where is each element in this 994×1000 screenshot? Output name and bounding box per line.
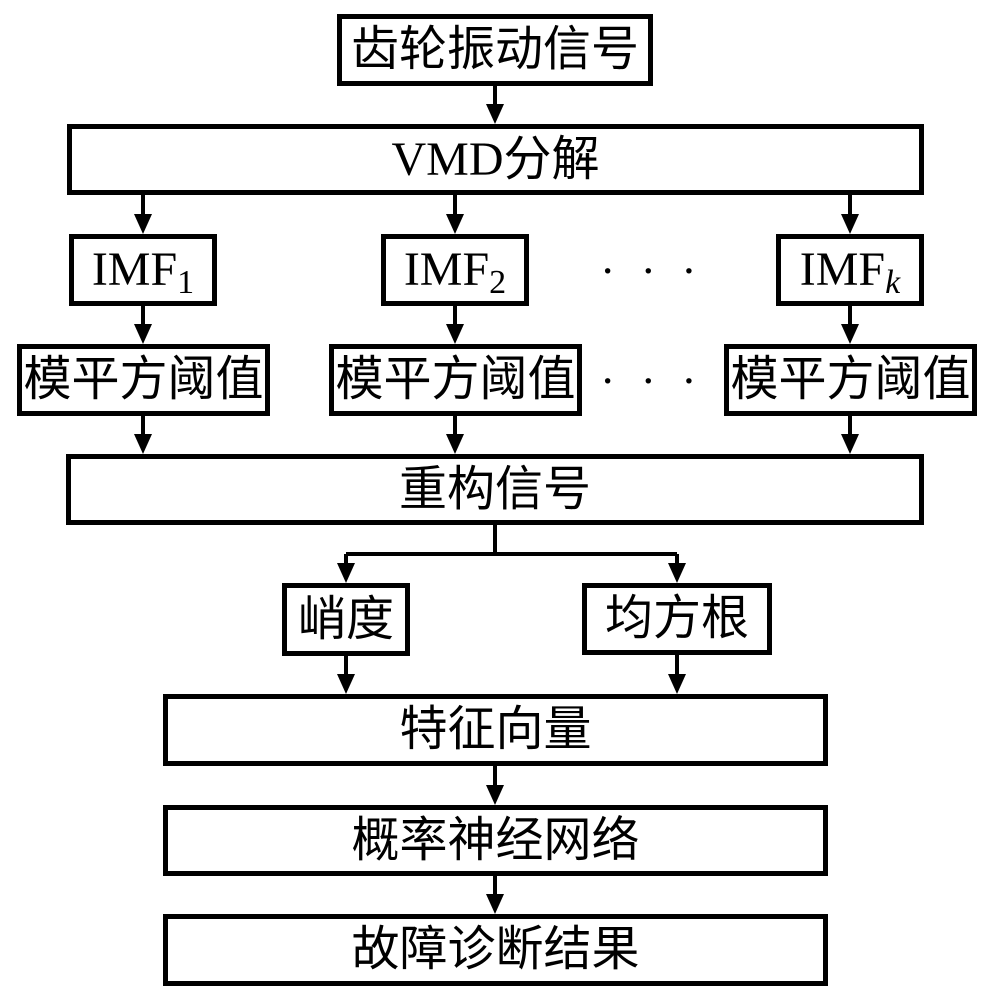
feature-label: 特征向量	[399, 706, 591, 754]
feature-node: 特征向量	[163, 694, 828, 766]
result-node: 故障诊断结果	[163, 914, 828, 986]
ellipsis-row-imf: · · ·	[600, 248, 703, 294]
ellipsis-row-threshold: · · ·	[600, 358, 703, 404]
imfk-node: IMFk	[776, 234, 924, 306]
rms-node: 均方根	[582, 583, 772, 655]
result-label: 故障诊断结果	[351, 926, 639, 974]
reconstruct-label: 重构信号	[399, 466, 591, 514]
reconstruct-node: 重构信号	[66, 454, 924, 525]
thresholdk-node: 模平方阈值	[724, 344, 977, 416]
thresholdk-label: 模平方阈值	[730, 356, 970, 404]
kurtosis-node: 峭度	[282, 583, 410, 656]
threshold1-label: 模平方阈值	[23, 356, 263, 404]
vmd-label: VMD分解	[391, 136, 599, 184]
threshold1-node: 模平方阈值	[17, 344, 270, 416]
threshold2-node: 模平方阈值	[329, 344, 582, 416]
threshold2-label: 模平方阈值	[335, 356, 575, 404]
input-node: 齿轮振动信号	[337, 14, 653, 86]
kurtosis-label: 峭度	[298, 596, 394, 644]
pnn-label: 概率神经网络	[351, 817, 639, 865]
imf1-node: IMF1	[69, 234, 217, 306]
imf2-node: IMF2	[381, 234, 529, 306]
imfk-label: IMFk	[800, 246, 900, 294]
input-label: 齿轮振动信号	[351, 26, 639, 74]
pnn-node: 概率神经网络	[163, 805, 828, 876]
vmd-node: VMD分解	[67, 124, 924, 195]
rms-label: 均方根	[605, 595, 749, 643]
imf2-label: IMF2	[404, 246, 506, 294]
imf1-label: IMF1	[92, 246, 194, 294]
